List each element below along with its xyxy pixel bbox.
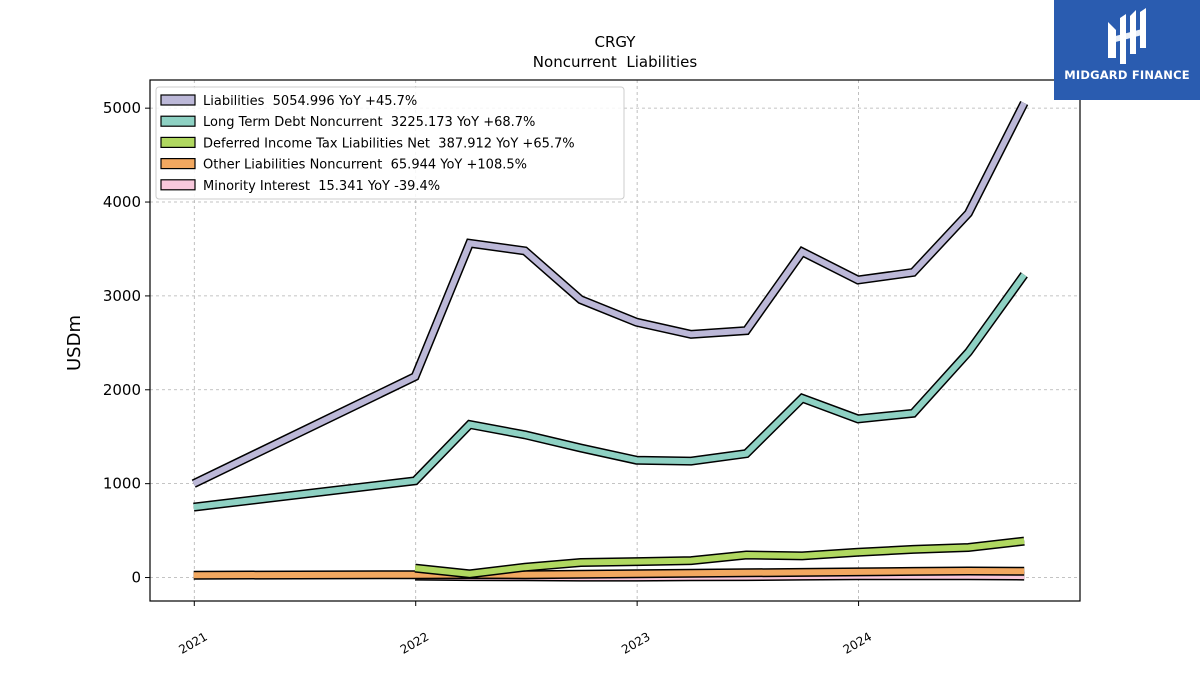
series-deferred-income-tax-liabilities-net	[414, 536, 1025, 579]
series-line	[192, 101, 1027, 487]
series-other-liabilities-noncurrent	[193, 566, 1025, 580]
x-tick-label: 2024	[841, 629, 874, 656]
legend-box	[155, 86, 625, 200]
plot-frame	[149, 79, 1081, 602]
legend-swatch-long-term-debt-noncurrent	[160, 115, 196, 127]
y-tick-label: 0	[131, 569, 141, 587]
series-line	[414, 538, 1025, 577]
x-tick-label: 2021	[176, 629, 209, 656]
brand-name: MIDGARD FINANCE	[1064, 68, 1190, 82]
legend-label-other-liabilities-noncurrent: Other Liabilities Noncurrent 65.944 YoY …	[203, 158, 527, 173]
legend-label-deferred-income-tax-liabilities-net: Deferred Income Tax Liabilities Net 387.…	[203, 136, 575, 151]
midgard-logo-icon	[1108, 8, 1146, 64]
chart-title: CRGY	[595, 33, 637, 51]
y-tick-label: 2000	[103, 381, 141, 399]
series-line	[193, 273, 1027, 511]
series-long-term-debt-noncurrent	[193, 272, 1028, 512]
x-tick-label: 2022	[398, 629, 431, 656]
legend-swatch-other-liabilities-noncurrent	[160, 158, 196, 170]
legend-label-liabilities: Liabilities 5054.996 YoY +45.7%	[203, 94, 417, 109]
legend-swatch-minority-interest	[160, 179, 196, 191]
y-tick-label: 1000	[103, 475, 141, 493]
legend-swatch-liabilities	[160, 94, 196, 106]
x-tick-label: 2023	[619, 629, 652, 656]
brand-logo: MIDGARD FINANCE	[1054, 0, 1200, 100]
legend-label-long-term-debt-noncurrent: Long Term Debt Noncurrent 3225.173 YoY +…	[203, 115, 535, 130]
chart-subtitle: Noncurrent Liabilities	[533, 53, 698, 71]
y-tick-label: 5000	[103, 99, 141, 117]
series-liabilities	[191, 100, 1029, 488]
y-tick-label: 4000	[103, 193, 141, 211]
y-tick-label: 3000	[103, 287, 141, 305]
y-axis-label: USDm	[64, 315, 85, 371]
legend-label-minority-interest: Minority Interest 15.341 YoY -39.4%	[203, 179, 440, 194]
legend-swatch-deferred-income-tax-liabilities-net	[160, 136, 196, 148]
